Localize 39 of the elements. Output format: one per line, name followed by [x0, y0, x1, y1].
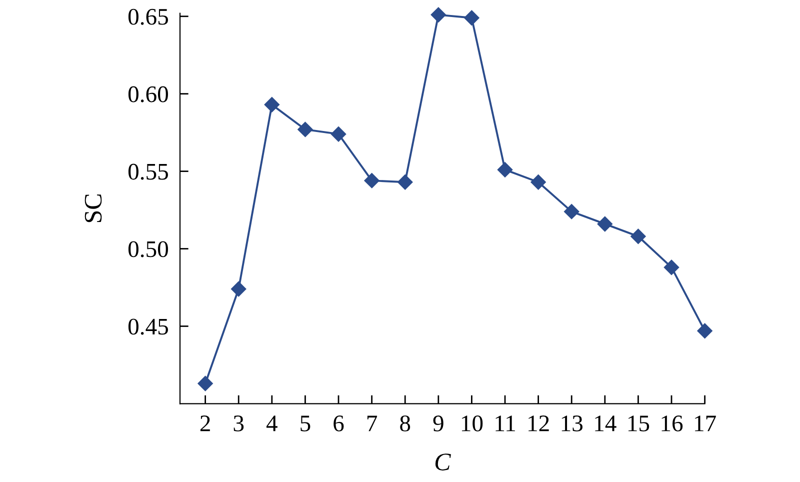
x-tick-label: 6 [334, 416, 344, 432]
y-tick-label: 0.60 [128, 86, 168, 102]
x-tick-label: 11 [496, 416, 515, 432]
point [398, 174, 413, 190]
point [497, 162, 513, 178]
point [464, 10, 480, 26]
point [298, 122, 313, 138]
y-tick-label: 0.45 [128, 318, 168, 335]
point [597, 216, 612, 232]
x-tick-label: 5 [300, 416, 310, 432]
point [364, 173, 380, 188]
point [697, 323, 712, 338]
x-tick-label: 4 [266, 416, 278, 432]
point [264, 97, 280, 112]
point [330, 126, 346, 142]
x-tick-label: 15 [628, 416, 650, 432]
point [231, 281, 246, 297]
x-axis-title: C [435, 454, 451, 470]
point [198, 376, 213, 392]
y-tick-label: 0.55 [128, 164, 168, 180]
y-tick-label: 0.50 [128, 241, 168, 258]
x-tick-label: 12 [528, 416, 549, 432]
point [430, 7, 446, 22]
y-axis-title: SC [84, 194, 102, 222]
x-tick-label: 8 [400, 415, 410, 432]
point [530, 174, 546, 190]
x-tick-label: 2 [200, 416, 210, 432]
x-tick-label: 16 [662, 416, 683, 432]
x-tick-label: 9 [433, 416, 444, 432]
y-tick-label: 0.65 [128, 8, 168, 25]
x-tick-label: 14 [595, 416, 616, 432]
x-tick-label: 3 [234, 416, 244, 432]
point [564, 204, 580, 220]
point [664, 260, 680, 275]
x-tick-label: 13 [562, 416, 582, 432]
x-tick-label: 7 [367, 416, 378, 432]
x-tick-label: 10 [462, 415, 483, 432]
point [630, 228, 646, 244]
x-tick-label: 17 [695, 416, 716, 432]
